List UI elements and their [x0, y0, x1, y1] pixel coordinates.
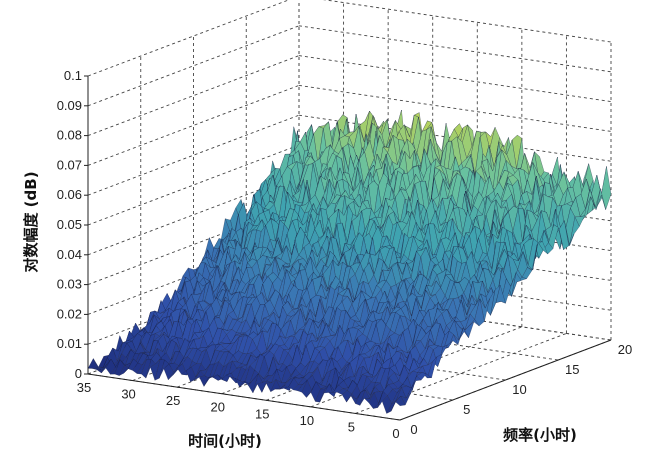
z-tick-label: 0.03 — [57, 277, 82, 292]
tick-labels: 0 0.01 0.02 0.03 0.04 0.05 0.06 0.07 0.08 0.09 0.1… — [57, 68, 633, 441]
z-tick-label: 0 — [75, 366, 82, 381]
grid-line — [323, 0, 612, 43]
z-tick-label: 0.01 — [57, 336, 82, 351]
time-tick-label: 15 — [255, 406, 269, 421]
z-tick-label: 0.08 — [57, 128, 82, 143]
grid-line — [87, 55, 300, 137]
frequency-axis-label: 频率(小时) — [503, 426, 577, 444]
surface-plot — [87, 109, 612, 414]
time-tick-label: 10 — [300, 413, 314, 428]
z-tick-label: 0.05 — [57, 217, 82, 232]
axis-line — [399, 339, 612, 421]
axis-line — [87, 373, 401, 421]
z-tick-label: 0.06 — [57, 187, 82, 202]
time-axis-label: 时间(小时) — [188, 432, 262, 450]
freq-tick-label: 0 — [410, 422, 417, 437]
z-tick-label: 0.1 — [64, 68, 82, 83]
z-tick-label: 0.07 — [57, 157, 82, 172]
grid-line — [298, 25, 612, 73]
time-tick-label: 25 — [166, 393, 180, 408]
z-axis-label: 对数幅度 (dB) — [22, 171, 40, 272]
surface-patch — [601, 166, 612, 211]
z-tick-label: 0.09 — [57, 98, 82, 113]
z-tick-label: 0.02 — [57, 306, 82, 321]
freq-tick-label: 10 — [512, 382, 526, 397]
grid-line — [87, 84, 300, 166]
surface-patch — [395, 395, 406, 406]
time-tick-label: 20 — [210, 400, 224, 415]
freq-tick-label: 15 — [565, 362, 579, 377]
time-tick-label: 5 — [348, 419, 355, 434]
grid-line — [298, 84, 612, 132]
grid-line — [87, 25, 300, 107]
grid-line — [87, 0, 290, 77]
chart-axes — [84, 75, 612, 421]
grid-line — [298, 55, 612, 103]
z-tick-label: 0.04 — [57, 247, 82, 262]
time-tick-label: 30 — [121, 387, 135, 402]
freq-tick-label: 5 — [463, 402, 470, 417]
grid-line — [87, 144, 300, 226]
time-tick-label: 0 — [392, 426, 399, 441]
freq-tick-label: 20 — [618, 342, 632, 357]
grid-line — [87, 114, 300, 196]
time-tick-label: 35 — [77, 380, 91, 395]
